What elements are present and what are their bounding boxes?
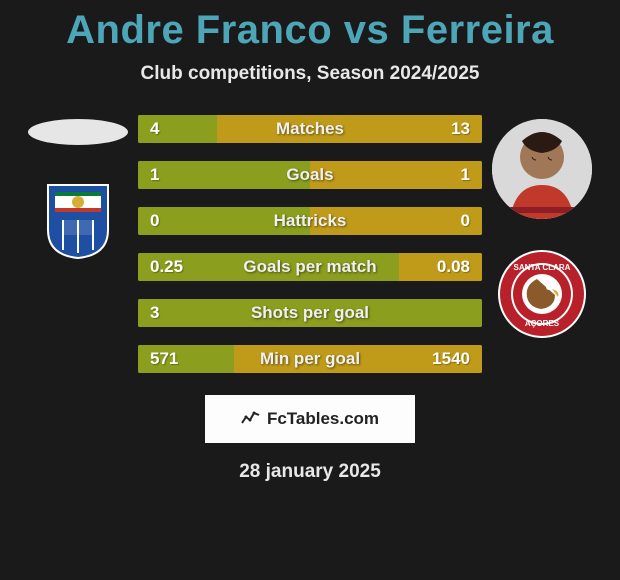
stats-column: 4 Matches 13 1 Goals 1 0 Hattricks 0 0.25 Goals pe… [138, 115, 482, 373]
chart-icon [241, 409, 261, 430]
stat-value-left: 571 [150, 349, 178, 369]
stat-value-right: 1 [461, 165, 470, 185]
stat-fill-left [138, 161, 310, 189]
stat-fill-right [310, 161, 482, 189]
left-club-badge [33, 175, 123, 265]
stat-value-right: 13 [451, 119, 470, 139]
date-text: 28 january 2025 [0, 461, 620, 483]
stat-value-right: 0.08 [437, 257, 470, 277]
stat-label: Goals [286, 165, 333, 185]
right-column: SANTA CLARA AÇORES [482, 115, 602, 339]
svg-text:AÇORES: AÇORES [525, 319, 560, 328]
stat-label: Goals per match [243, 257, 376, 277]
right-player-avatar [492, 119, 592, 219]
stat-value-left: 3 [150, 303, 159, 323]
player-silhouette-icon [492, 119, 592, 219]
stat-label: Hattricks [274, 211, 347, 231]
left-column [18, 115, 138, 265]
stat-value-left: 0.25 [150, 257, 183, 277]
stat-row: 571 Min per goal 1540 [138, 345, 482, 373]
subtitle: Club competitions, Season 2024/2025 [0, 63, 620, 115]
stat-label: Shots per goal [251, 303, 369, 323]
right-club-badge: SANTA CLARA AÇORES [497, 249, 587, 339]
stat-fill-right [217, 115, 482, 143]
stat-row: 4 Matches 13 [138, 115, 482, 143]
stat-label: Min per goal [260, 349, 360, 369]
stat-value-right: 0 [461, 211, 470, 231]
main-row: 4 Matches 13 1 Goals 1 0 Hattricks 0 0.25 Goals pe… [0, 115, 620, 373]
santa-clara-crest-icon: SANTA CLARA AÇORES [497, 249, 587, 339]
svg-text:SANTA CLARA: SANTA CLARA [514, 263, 571, 272]
page-title: Andre Franco vs Ferreira [0, 8, 620, 63]
infographic-container: Andre Franco vs Ferreira Club competitio… [0, 0, 620, 580]
stat-value-left: 4 [150, 119, 159, 139]
left-player-avatar [28, 119, 128, 145]
branding-box: FcTables.com [205, 395, 415, 443]
stat-value-left: 1 [150, 165, 159, 185]
branding-text: FcTables.com [267, 409, 379, 429]
stat-row: 3 Shots per goal [138, 299, 482, 327]
stat-row: 0 Hattricks 0 [138, 207, 482, 235]
stat-row: 1 Goals 1 [138, 161, 482, 189]
stat-value-left: 0 [150, 211, 159, 231]
stat-label: Matches [276, 119, 344, 139]
stat-value-right: 1540 [432, 349, 470, 369]
stat-row: 0.25 Goals per match 0.08 [138, 253, 482, 281]
porto-crest-icon [43, 180, 113, 260]
